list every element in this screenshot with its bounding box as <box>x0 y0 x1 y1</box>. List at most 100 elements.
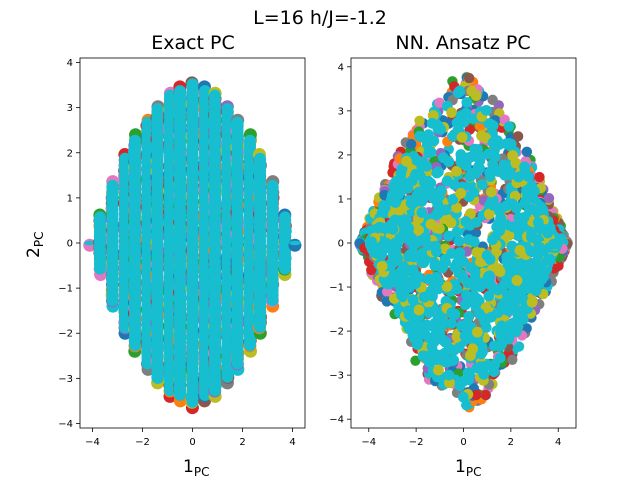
data-point <box>419 232 431 244</box>
x-tick-label: −2 <box>135 437 150 448</box>
exact-pc-y-axis-label: 2PC <box>24 232 46 258</box>
data-point <box>435 349 447 361</box>
stripe <box>209 89 221 397</box>
data-point <box>487 234 498 246</box>
data-point <box>446 248 457 259</box>
data-point <box>461 97 473 108</box>
data-point <box>456 269 467 281</box>
data-point <box>458 116 470 128</box>
x-tick-label: 4 <box>555 437 561 448</box>
data-point <box>463 296 475 307</box>
data-point <box>456 320 467 332</box>
stripe <box>289 240 301 246</box>
data-point <box>551 237 563 249</box>
data-point <box>440 204 451 216</box>
data-point <box>379 202 391 213</box>
data-point <box>471 362 483 374</box>
data-point <box>407 294 419 306</box>
data-point <box>483 208 495 220</box>
stripe <box>266 179 279 307</box>
stripe <box>231 116 244 370</box>
data-point <box>408 239 420 251</box>
data-point <box>514 245 526 256</box>
stripe <box>221 103 234 383</box>
exact-pc-x-ticks: −4 −2 0 2 4 <box>85 428 296 448</box>
data-point <box>454 86 466 98</box>
data-point <box>513 171 524 183</box>
data-point <box>451 331 463 343</box>
panel-nn-ansatz-pc: NN. Ansatz PC −4 −2 0 2 4 −4 −3 −2 −1 0 1 2 3 4 1PC <box>329 32 577 479</box>
exact-pc-points <box>83 76 302 415</box>
stripe <box>164 89 176 397</box>
stripe <box>279 211 291 275</box>
exact-pc-y-ticks: −4 −3 −2 −1 0 1 2 3 4 <box>58 58 80 430</box>
data-point <box>429 259 441 270</box>
data-point <box>522 189 534 200</box>
data-point <box>483 148 494 160</box>
data-point <box>476 179 488 191</box>
data-point <box>491 221 503 233</box>
data-point <box>423 332 435 344</box>
data-point <box>463 374 475 386</box>
data-point <box>519 161 530 173</box>
data-point <box>410 278 421 290</box>
data-point <box>403 222 415 234</box>
data-point <box>413 304 425 316</box>
data-point <box>387 223 399 235</box>
data-point <box>530 285 542 297</box>
panel-nn-ansatz-pc-title: NN. Ansatz PC <box>395 32 530 54</box>
data-point <box>411 339 423 351</box>
data-point <box>495 340 506 352</box>
y-tick-label: 4 <box>338 62 344 73</box>
x-tick-label: 2 <box>508 437 514 448</box>
data-point <box>451 202 463 214</box>
data-point <box>431 167 443 179</box>
data-point <box>517 313 529 325</box>
data-point <box>512 131 524 142</box>
data-point <box>476 277 488 289</box>
data-point <box>483 118 495 129</box>
data-point <box>476 341 488 353</box>
data-point <box>478 312 490 324</box>
data-point <box>288 238 302 252</box>
data-point <box>414 115 425 126</box>
data-point <box>534 171 545 183</box>
data-point <box>371 247 383 259</box>
data-point <box>463 234 475 245</box>
data-point <box>471 326 483 338</box>
data-point <box>526 228 537 240</box>
data-point <box>511 275 523 286</box>
y-tick-label: −3 <box>329 371 344 382</box>
data-point <box>385 194 397 206</box>
data-point <box>381 278 393 290</box>
y-tick-label: 3 <box>338 106 344 117</box>
data-point <box>403 309 415 321</box>
y-tick-label: 2 <box>338 150 344 161</box>
stripe <box>141 116 154 370</box>
data-point <box>403 323 415 335</box>
data-point <box>480 360 492 372</box>
data-point <box>456 131 468 143</box>
x-tick-label: −4 <box>85 437 100 448</box>
data-point <box>455 188 467 199</box>
panel-exact-pc-title: Exact PC <box>151 32 235 54</box>
data-point <box>413 186 425 198</box>
data-point <box>431 222 442 234</box>
data-point <box>451 226 463 238</box>
data-point <box>505 138 517 150</box>
data-point <box>470 90 482 101</box>
data-point <box>480 104 492 116</box>
data-point <box>425 320 437 332</box>
data-point <box>536 262 547 274</box>
y-tick-label: 1 <box>338 194 344 205</box>
data-point <box>455 156 467 168</box>
data-point <box>471 389 482 401</box>
exact-pc-x-axis-label: 1PC <box>183 457 209 479</box>
stripe <box>129 134 141 352</box>
y-tick-label: 1 <box>67 193 73 204</box>
stripe <box>254 152 266 334</box>
data-point <box>472 161 484 173</box>
x-tick-label: 0 <box>460 437 466 448</box>
data-point <box>418 176 430 188</box>
data-point <box>428 135 440 147</box>
